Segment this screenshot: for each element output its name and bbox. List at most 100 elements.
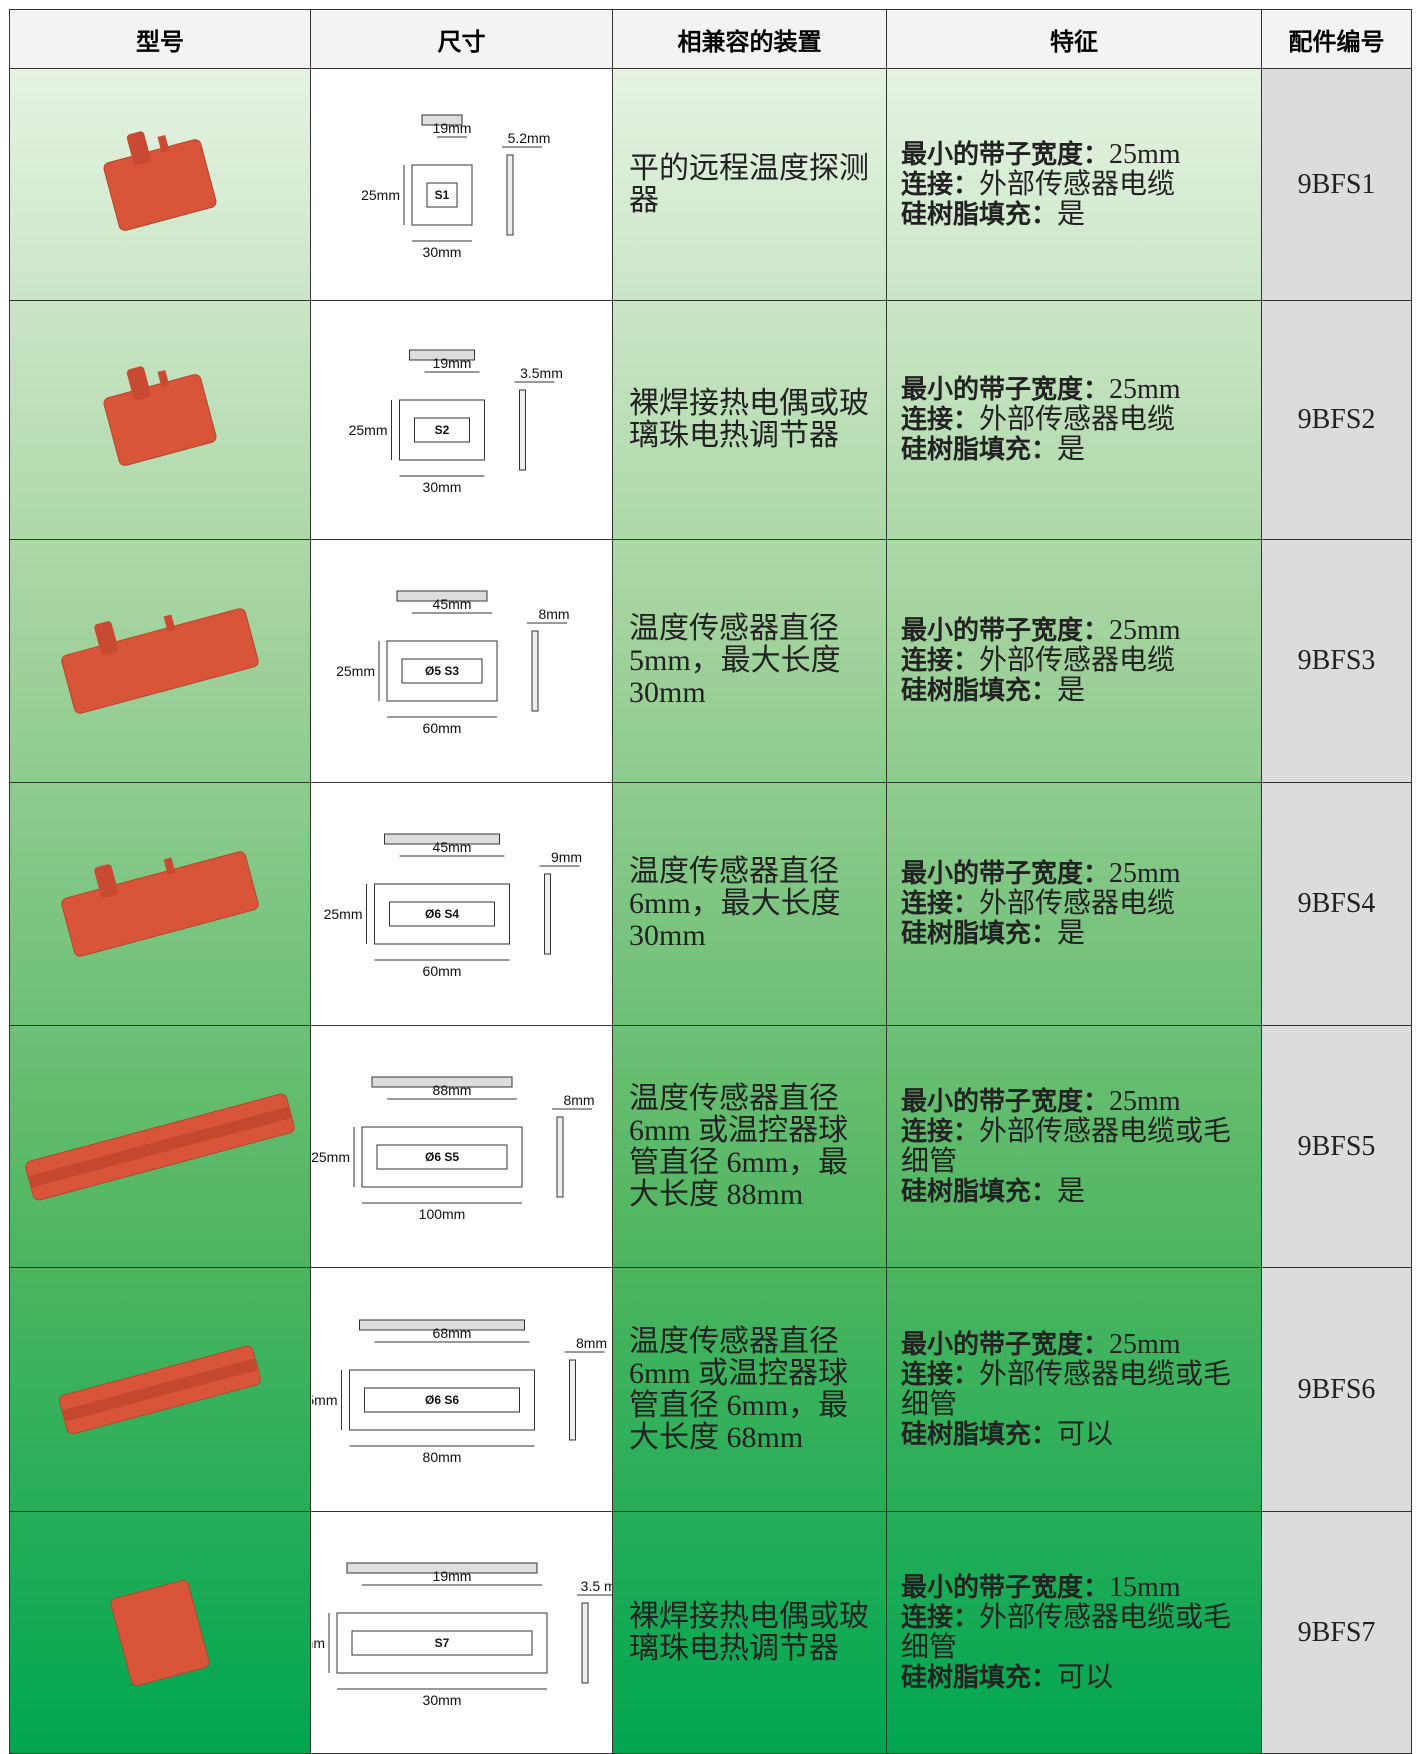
feature-line: 连接：外部传感器电缆或毛细管 [901,1602,1247,1663]
part-number: 9BFS4 [1262,783,1412,1026]
shape [61,1357,259,1422]
feature-value: 外部传感器电缆或毛细管 [901,1115,1232,1177]
dimension-label: 19mm [432,355,471,371]
shape [401,658,482,684]
devices-text: 温度传感器直径 6mm，最大长度 30mm [629,855,841,952]
dimension-label: Ø6 S6 [424,1393,458,1407]
shape [408,349,475,361]
feature-value: 25mm [1109,858,1181,889]
dimension-label: 30mm [422,244,461,260]
dimension-drawing: 45mm Ø5 S3 25mm 60mm 8mm [336,590,569,736]
shape [396,590,487,602]
feature-label: 连接： [901,646,980,676]
product-cell [9,540,311,783]
feature-line: 最小的带子宽度：25mm [901,615,1181,647]
product [25,1093,295,1200]
devices-cell: 温度传感器直径 6mm 或温控器球管直径 6mm，最大长度 68mm [613,1268,887,1512]
dimension-label: 25mm [336,663,375,679]
part-number: 9BFS3 [1262,540,1412,783]
dimension-label: S7 [434,1636,449,1650]
feature-label: 连接： [901,405,980,435]
dimension-cell: 19mm S2 25mm 30mm 3.5mm [311,301,613,540]
product-image [25,1093,295,1200]
part-number: 9BFS2 [1262,301,1412,540]
shape [518,389,526,471]
features-cell: 最小的带子宽度：15mm 连接：外部传感器电缆或毛细管 硅树脂填充：可以 [887,1512,1262,1754]
dimension-label: S2 [434,423,449,437]
dimension-label: 60mm [422,963,461,979]
part-number: 9BFS6 [1262,1268,1412,1512]
product [61,851,259,957]
shape [126,130,151,165]
shape [110,1579,210,1686]
product-cell [9,69,311,301]
product-image [103,366,217,466]
shape [543,873,551,955]
dimension-drawing: 45mm Ø6 S4 25mm 60mm 9mm [323,833,582,979]
feature-line: 硅树脂填充：是 [901,434,1086,466]
feature-value: 外部传感器电缆 [979,168,1176,200]
shape [351,1630,532,1655]
feature-value: 25mm [1109,1328,1181,1360]
feature-value: 25mm [1109,1085,1181,1117]
feature-line: 硅树脂填充：是 [901,1176,1085,1207]
dimension-label: 30mm [422,479,461,495]
devices-text: 裸焊接热电偶或玻璃珠电热调节器 [629,1599,869,1665]
feature-value: 是 [1057,434,1086,465]
feature-label: 硅树脂填充： [901,1176,1058,1207]
feature-label: 连接： [901,1359,980,1390]
feature-value: 可以 [1057,1661,1114,1693]
part-number: 9BFS7 [1262,1512,1412,1754]
devices-cell: 温度传感器直径 6mm，最大长度 30mm [613,783,887,1026]
feature-label: 最小的带子宽度： [901,1572,1110,1603]
feature-line: 最小的带子宽度：25mm [901,1328,1181,1360]
dimension-label: 3.5mm [520,365,563,381]
dimension-drawing: 19mm S7 15mm 30mm 3.5 mm [312,1562,612,1708]
product [61,608,259,714]
product [103,366,217,466]
dimension-cell: 45mm Ø6 S4 25mm 60mm 9mm [311,783,613,1026]
dimension-label: Ø6 S4 [424,907,458,921]
devices-text: 平的远程温度探测器 [629,151,869,217]
features-cell: 最小的带子宽度：25mm 连接：外部传感器电缆或毛细管 硅树脂填充：可以 [887,1268,1262,1512]
dimension-label: 68mm [432,1325,471,1341]
header-cell: 特征 [887,9,1262,69]
header-cell: 型号 [9,9,311,69]
feature-label: 最小的带子宽度： [901,616,1110,646]
part-number: 9BFS5 [1262,1026,1412,1268]
dimension-cell: 19mm S7 15mm 30mm 3.5 mm [311,1512,613,1754]
dimension-label: 19mm [432,1568,471,1584]
shape [61,851,259,957]
feature-line: 连接：外部传感器电缆 [901,405,1175,436]
shape [94,864,119,899]
feature-value: 是 [1057,198,1086,230]
dimension-drawing: 88mm Ø6 S5 25mm 100mm 8mm [312,1076,594,1222]
dimension-label: 25mm [312,1392,338,1408]
dimension-drawing: 19mm S1 25mm 30mm 5.2mm [361,114,550,260]
feature-value: 25mm [1109,374,1181,405]
product-image [61,608,259,714]
feature-line: 最小的带子宽度：25mm [901,374,1181,406]
product [110,1579,210,1686]
features-cell: 最小的带子宽度：25mm 连接：外部传感器电缆 硅树脂填充：是 [887,540,1262,783]
dimension-label: 100mm [418,1206,465,1222]
shape [371,1076,512,1087]
part-number: 9BFS1 [1262,69,1412,301]
dimension-label: 25mm [361,187,400,203]
devices-text: 温度传感器直径 5mm，最大长度 30mm [629,612,841,709]
devices-cell: 裸焊接热电偶或玻璃珠电热调节器 [613,301,887,540]
feature-label: 连接： [901,169,980,200]
feature-label: 最小的带子宽度： [901,375,1110,405]
feature-label: 最小的带子宽度： [901,139,1110,170]
dimension-label: 60mm [422,720,461,736]
dimension-drawing: 68mm Ø6 S6 25mm 80mm 8mm [312,1319,607,1465]
dimension-label: Ø5 S3 [424,664,458,678]
feature-label: 硅树脂填充： [901,676,1058,706]
devices-text: 温度传感器直径 6mm 或温控器球管直径 6mm，最大长度 68mm [629,1324,849,1454]
feature-label: 硅树脂填充： [901,1419,1058,1450]
dimension-label: 30mm [422,1692,461,1708]
feature-value: 25mm [1109,615,1181,646]
shape [411,164,472,225]
product-cell [9,783,311,1026]
feature-value: 外部传感器电缆或毛细管 [901,1358,1232,1420]
